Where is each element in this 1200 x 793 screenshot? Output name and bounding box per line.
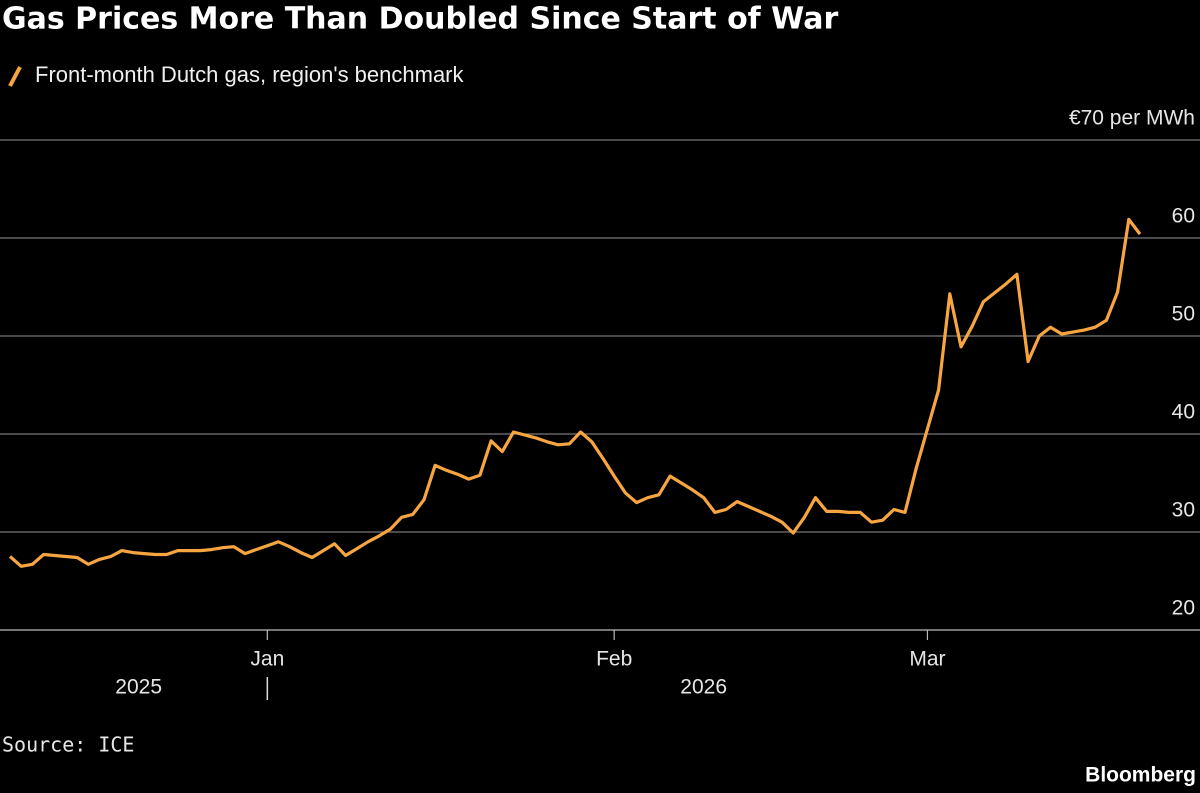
- legend-label: Front-month Dutch gas, region's benchmar…: [35, 62, 465, 87]
- year-label: 2026: [680, 676, 727, 699]
- x-tick-label: Mar: [909, 648, 945, 671]
- y-tick-label: 50: [1172, 303, 1195, 326]
- year-label: 2025: [115, 676, 162, 699]
- legend-swatch: [8, 66, 22, 87]
- x-tick-label: Jan: [250, 648, 284, 671]
- source: Source: ICE: [2, 733, 134, 757]
- y-tick-label: 30: [1172, 499, 1195, 522]
- brand: Bloomberg: [1085, 764, 1196, 787]
- y-tick-label: 40: [1172, 401, 1195, 424]
- chart-title: Gas Prices More Than Doubled Since Start…: [2, 2, 838, 37]
- y-tick-label: 20: [1172, 597, 1195, 620]
- y-tick-label: 60: [1172, 205, 1195, 228]
- series-line: [8, 217, 1142, 568]
- y-tick-label: €70 per MWh: [1069, 107, 1195, 130]
- x-tick-label: Feb: [596, 648, 632, 671]
